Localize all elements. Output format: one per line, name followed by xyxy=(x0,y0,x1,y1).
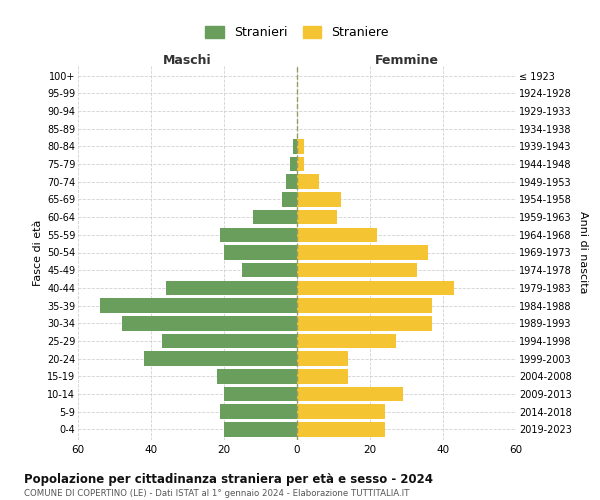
Legend: Stranieri, Straniere: Stranieri, Straniere xyxy=(202,22,392,43)
Text: Popolazione per cittadinanza straniera per età e sesso - 2024: Popolazione per cittadinanza straniera p… xyxy=(24,472,433,486)
Bar xyxy=(297,210,337,224)
Bar xyxy=(297,228,377,242)
Bar xyxy=(166,280,297,295)
Bar xyxy=(224,387,297,402)
Bar xyxy=(100,298,297,313)
Bar xyxy=(297,263,418,278)
Bar xyxy=(297,280,454,295)
Y-axis label: Anni di nascita: Anni di nascita xyxy=(578,211,589,294)
Bar xyxy=(297,245,428,260)
Bar xyxy=(293,139,297,154)
Bar xyxy=(297,192,341,206)
Bar xyxy=(297,334,395,348)
Bar xyxy=(297,352,348,366)
Text: Femmine: Femmine xyxy=(374,54,439,67)
Bar xyxy=(242,263,297,278)
Bar xyxy=(297,174,319,189)
Bar xyxy=(224,422,297,436)
Bar xyxy=(297,157,304,172)
Bar xyxy=(297,387,403,402)
Bar xyxy=(144,352,297,366)
Bar xyxy=(290,157,297,172)
Bar xyxy=(297,404,385,419)
Bar xyxy=(297,369,348,384)
Bar xyxy=(297,139,304,154)
Bar xyxy=(286,174,297,189)
Bar xyxy=(224,245,297,260)
Text: COMUNE DI COPERTINO (LE) - Dati ISTAT al 1° gennaio 2024 - Elaborazione TUTTITAL: COMUNE DI COPERTINO (LE) - Dati ISTAT al… xyxy=(24,489,409,498)
Y-axis label: Fasce di età: Fasce di età xyxy=(32,220,43,286)
Bar xyxy=(253,210,297,224)
Bar xyxy=(122,316,297,330)
Bar xyxy=(220,404,297,419)
Bar xyxy=(297,298,432,313)
Text: Maschi: Maschi xyxy=(163,54,212,67)
Bar xyxy=(220,228,297,242)
Bar xyxy=(283,192,297,206)
Bar xyxy=(217,369,297,384)
Bar xyxy=(162,334,297,348)
Bar xyxy=(297,422,385,436)
Bar xyxy=(297,316,432,330)
